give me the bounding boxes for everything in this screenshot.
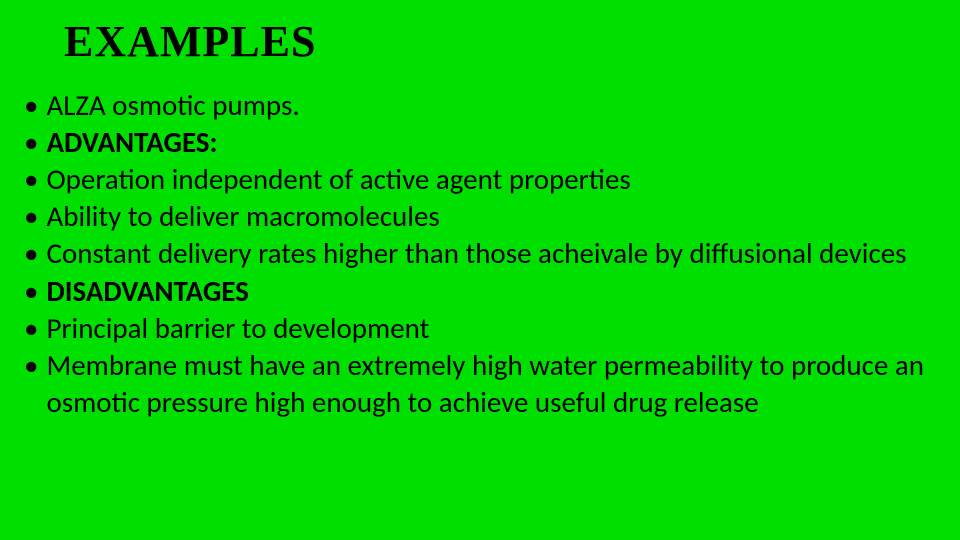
bullet-icon: • — [24, 235, 38, 272]
bullet-text: ALZA osmotic pumps. — [46, 87, 940, 124]
list-item: • ADVANTAGES: — [24, 124, 940, 161]
bullet-text: Principal barrier to development — [46, 310, 940, 347]
bullet-text: ADVANTAGES: — [46, 124, 940, 161]
bullet-icon: • — [24, 273, 38, 310]
slide: EXAMPLES • ALZA osmotic pumps. • ADVANTA… — [0, 0, 960, 540]
list-item: • Constant delivery rates higher than th… — [24, 235, 940, 272]
list-item: • Principal barrier to development — [24, 310, 940, 347]
bullet-text: Operation independent of active agent pr… — [46, 161, 940, 198]
bullet-text: DISADVANTAGES — [46, 273, 940, 310]
bullet-icon: • — [24, 161, 38, 198]
bullet-icon: • — [24, 347, 38, 384]
bullet-icon: • — [24, 124, 38, 161]
bullet-text: Constant delivery rates higher than thos… — [46, 235, 940, 272]
list-item: • ALZA osmotic pumps. — [24, 87, 940, 124]
list-item: • Membrane must have an extremely high w… — [24, 347, 940, 421]
list-item: • Ability to deliver macromolecules — [24, 198, 940, 235]
list-item: • Operation independent of active agent … — [24, 161, 940, 198]
bullet-list: • ALZA osmotic pumps. • ADVANTAGES: • Op… — [20, 87, 940, 421]
slide-title: EXAMPLES — [64, 16, 940, 67]
list-item: • DISADVANTAGES — [24, 273, 940, 310]
bullet-text: Membrane must have an extremely high wat… — [46, 347, 940, 421]
bullet-icon: • — [24, 310, 38, 347]
bullet-icon: • — [24, 87, 38, 124]
bullet-icon: • — [24, 198, 38, 235]
bullet-text: Ability to deliver macromolecules — [46, 198, 940, 235]
